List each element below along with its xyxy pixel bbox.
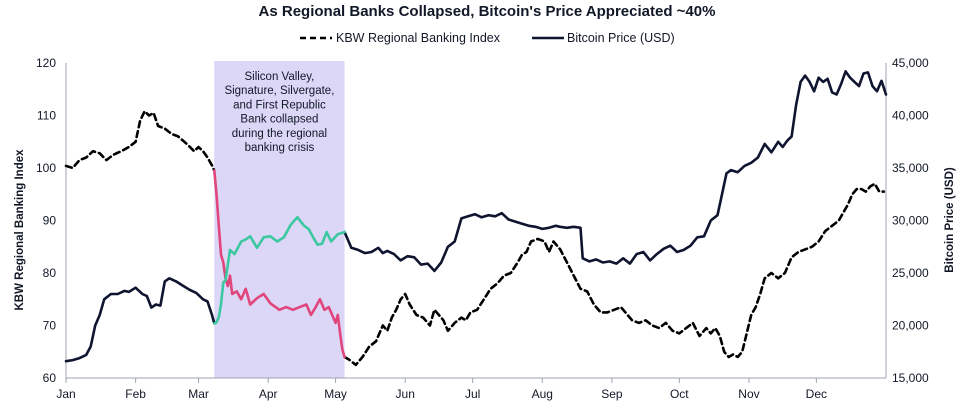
chart-title: As Regional Banks Collapsed, Bitcoin's P…	[259, 3, 716, 20]
annotation-line: during the regional	[232, 128, 327, 140]
legend-label-kbw: KBW Regional Banking Index	[336, 31, 501, 45]
bitcoin-price-line-crisis-period	[213, 216, 346, 325]
right-axis-label: Bitcoin Price (USD)	[944, 167, 956, 273]
legend-label-bitcoin: Bitcoin Price (USD)	[567, 31, 675, 45]
bitcoin-price-line-post-crisis	[343, 70, 888, 273]
kbw-index-line-post-crisis	[343, 182, 886, 367]
x-tick-label: Nov	[738, 387, 759, 401]
bitcoin-price-line-pre-crisis	[64, 276, 216, 363]
annotation-line: Signature, Silvergate,	[224, 85, 334, 97]
x-tick-label: Dec	[806, 387, 827, 401]
x-tick-label: Apr	[259, 387, 278, 401]
x-tick-label: Mar	[188, 387, 209, 401]
left-tick-label: 100	[36, 161, 56, 175]
annotation-line: Bank collapsed	[240, 114, 318, 126]
x-axis-ticks: Jan Feb Mar Apr May Jun Jul Aug Sep Oct Nov Dec	[56, 378, 827, 401]
left-tick-label: 110	[37, 109, 56, 123]
right-tick-label: 20,000	[892, 319, 929, 333]
right-tick-label: 40,000	[892, 109, 929, 123]
right-tick-label: 30,000	[892, 214, 929, 228]
left-tick-label: 120	[36, 56, 56, 70]
left-tick-label: 60	[43, 371, 57, 385]
legend: KBW Regional Banking Index Bitcoin Price…	[300, 31, 675, 45]
right-tick-label: 15,000	[892, 371, 929, 385]
left-axis-label: KBW Regional Banking Index	[14, 149, 26, 311]
annotation-line: and First Republic	[233, 99, 326, 111]
x-tick-label: Aug	[532, 387, 553, 401]
x-tick-label: Jan	[56, 387, 75, 401]
left-tick-label: 70	[43, 319, 57, 333]
x-tick-label: Oct	[670, 387, 689, 401]
x-tick-label: Jul	[465, 387, 480, 401]
annotation-line: Silicon Valley,	[244, 71, 314, 83]
x-tick-label: Feb	[125, 387, 146, 401]
right-axis-ticks: 15,000 20,000 25,000 30,000 35,000 40,000 45,0…	[892, 56, 929, 385]
series-lines	[64, 70, 888, 367]
kbw-index-line-pre-crisis	[64, 110, 216, 172]
right-tick-label: 25,000	[892, 266, 929, 280]
x-tick-label: Jun	[396, 387, 415, 401]
crisis-highlight-band	[214, 61, 345, 378]
left-tick-label: 90	[43, 214, 57, 228]
right-tick-label: 45,000	[892, 56, 929, 70]
crisis-annotation: Silicon Valley, Signature, Silvergate, and…	[224, 71, 334, 154]
right-tick-label: 35,000	[892, 161, 929, 175]
x-tick-label: May	[324, 387, 347, 401]
left-tick-label: 80	[43, 266, 57, 280]
left-axis-ticks: 60 70 80 90 100 110 120	[36, 56, 56, 385]
x-tick-label: Sep	[601, 387, 623, 401]
annotation-line: banking crisis	[245, 142, 315, 154]
